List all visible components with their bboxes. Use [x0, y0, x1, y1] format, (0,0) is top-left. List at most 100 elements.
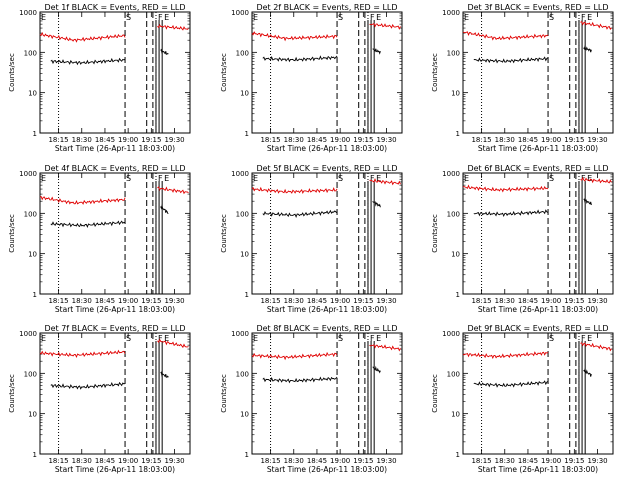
x-axis-label: Start Time (26-Apr-11 18:03:00): [478, 465, 598, 474]
y-tick-label: 1: [245, 130, 249, 138]
y-tick-label: 10: [451, 90, 460, 98]
plot-frame: [251, 172, 403, 295]
y-tick-label: 1: [456, 291, 460, 299]
x-tick-label: 18:45: [307, 297, 327, 305]
x-tick-label: 19:30: [587, 457, 607, 465]
lld-series-segment: [369, 178, 401, 186]
panel-det-6f: Det 6f BLACK = Events, RED = LLD 1 10 100 10…: [431, 164, 614, 314]
x-tick-label: 19:00: [118, 457, 138, 465]
x-tick-label: 19:00: [330, 457, 350, 465]
x-axis-label: Start Time (26-Apr-11 18:03:00): [478, 305, 598, 314]
y-tick-label: 100: [447, 210, 460, 218]
marker-s: S: [549, 334, 554, 343]
y-tick-label: 1000: [231, 9, 249, 17]
x-tick-label: 19:30: [376, 297, 396, 305]
marker-e-left: E: [464, 174, 469, 183]
y-axis-label: Counts/sec: [8, 374, 16, 413]
panel-det-7f: Det 7f BLACK = Events, RED = LLD 1 10 100 10…: [8, 324, 191, 474]
events-series-segment: [473, 56, 549, 64]
y-axis-label: Counts/sec: [431, 374, 439, 413]
marker-e-left: E: [253, 174, 258, 183]
lld-series-segment: [39, 349, 126, 359]
x-tick-label: 19:30: [587, 297, 607, 305]
marker-s: S: [126, 174, 131, 183]
x-tick-label: 19:30: [164, 136, 184, 144]
marker-s: S: [549, 13, 554, 22]
marker-e-right: E: [587, 174, 592, 183]
x-tick-label: 19:30: [164, 297, 184, 305]
marker-f: F: [158, 174, 163, 183]
lld-series-segment: [251, 186, 338, 194]
panel-det-1f: Det 1f BLACK = Events, RED = LLD 1 10 100 10…: [8, 3, 191, 153]
marker-s: S: [549, 174, 554, 183]
lld-series-segment: [251, 31, 338, 42]
x-tick-label: 18:15: [260, 457, 280, 465]
marker-e-left: E: [41, 13, 46, 22]
marker-f: F: [370, 334, 375, 343]
lld-series-segment: [39, 195, 126, 205]
marker-e-right: E: [376, 174, 381, 183]
y-tick-label: 10: [28, 251, 37, 259]
y-tick-label: 100: [447, 49, 460, 57]
y-tick-label: 100: [24, 210, 37, 218]
marker-f: F: [370, 13, 375, 22]
y-tick-label: 100: [24, 49, 37, 57]
marker-e-right: E: [164, 13, 169, 22]
x-tick-label: 19:30: [164, 457, 184, 465]
lld-series-segment: [462, 184, 549, 193]
y-tick-label: 1: [456, 130, 460, 138]
y-tick-label: 100: [236, 210, 249, 218]
x-tick-label: 19:15: [564, 136, 584, 144]
panel-det-2f: Det 2f BLACK = Events, RED = LLD 1 10 100 10…: [220, 3, 403, 153]
y-axis-label: Counts/sec: [220, 53, 228, 92]
plot-frame: [39, 11, 191, 134]
x-axis-label: Start Time (26-Apr-11 18:03:00): [55, 465, 175, 474]
x-tick-label: 18:30: [495, 136, 515, 144]
x-tick-label: 19:15: [141, 297, 161, 305]
y-tick-label: 10: [240, 90, 249, 98]
x-tick-label: 18:15: [471, 297, 491, 305]
marker-s: S: [338, 334, 343, 343]
events-series-segment: [262, 55, 338, 63]
x-tick-label: 18:15: [48, 136, 68, 144]
panel-title: Det 5f BLACK = Events, RED = LLD: [256, 164, 397, 173]
x-tick-label: 18:15: [260, 297, 280, 305]
panel-title: Det 9f BLACK = Events, RED = LLD: [467, 324, 608, 333]
events-series-segment: [50, 57, 126, 66]
events-series-segment: [583, 198, 592, 206]
plot-frame: [462, 332, 614, 455]
panel-title: Det 4f BLACK = Events, RED = LLD: [44, 164, 185, 173]
y-tick-label: 1000: [231, 330, 249, 338]
panel-title: Det 1f BLACK = Events, RED = LLD: [44, 3, 185, 12]
x-tick-label: 18:30: [495, 457, 515, 465]
x-tick-label: 18:45: [95, 297, 115, 305]
y-tick-label: 1: [33, 451, 37, 459]
x-tick-label: 19:15: [564, 457, 584, 465]
y-tick-label: 10: [28, 411, 37, 419]
x-tick-label: 18:30: [284, 136, 304, 144]
panel-det-9f: Det 9f BLACK = Events, RED = LLD 1 10 100 10…: [431, 324, 614, 474]
y-tick-label: 1000: [19, 330, 37, 338]
plot-frame: [462, 172, 614, 295]
y-tick-label: 10: [451, 251, 460, 259]
x-tick-label: 18:45: [95, 136, 115, 144]
x-tick-label: 18:30: [284, 457, 304, 465]
lld-series-segment: [369, 344, 401, 352]
marker-f: F: [158, 334, 163, 343]
x-tick-label: 19:30: [587, 136, 607, 144]
x-tick-label: 19:00: [330, 136, 350, 144]
marker-e-right: E: [164, 174, 169, 183]
marker-s: S: [126, 13, 131, 22]
x-tick-label: 18:30: [72, 136, 92, 144]
x-tick-label: 19:00: [118, 136, 138, 144]
marker-s: S: [338, 174, 343, 183]
lld-series-segment: [580, 342, 612, 352]
marker-e-right: E: [376, 13, 381, 22]
x-tick-label: 19:15: [141, 136, 161, 144]
y-tick-label: 10: [240, 251, 249, 259]
y-tick-label: 1: [33, 291, 37, 299]
x-tick-label: 19:00: [118, 297, 138, 305]
y-axis-label: Counts/sec: [220, 374, 228, 413]
x-tick-label: 18:45: [518, 136, 538, 144]
